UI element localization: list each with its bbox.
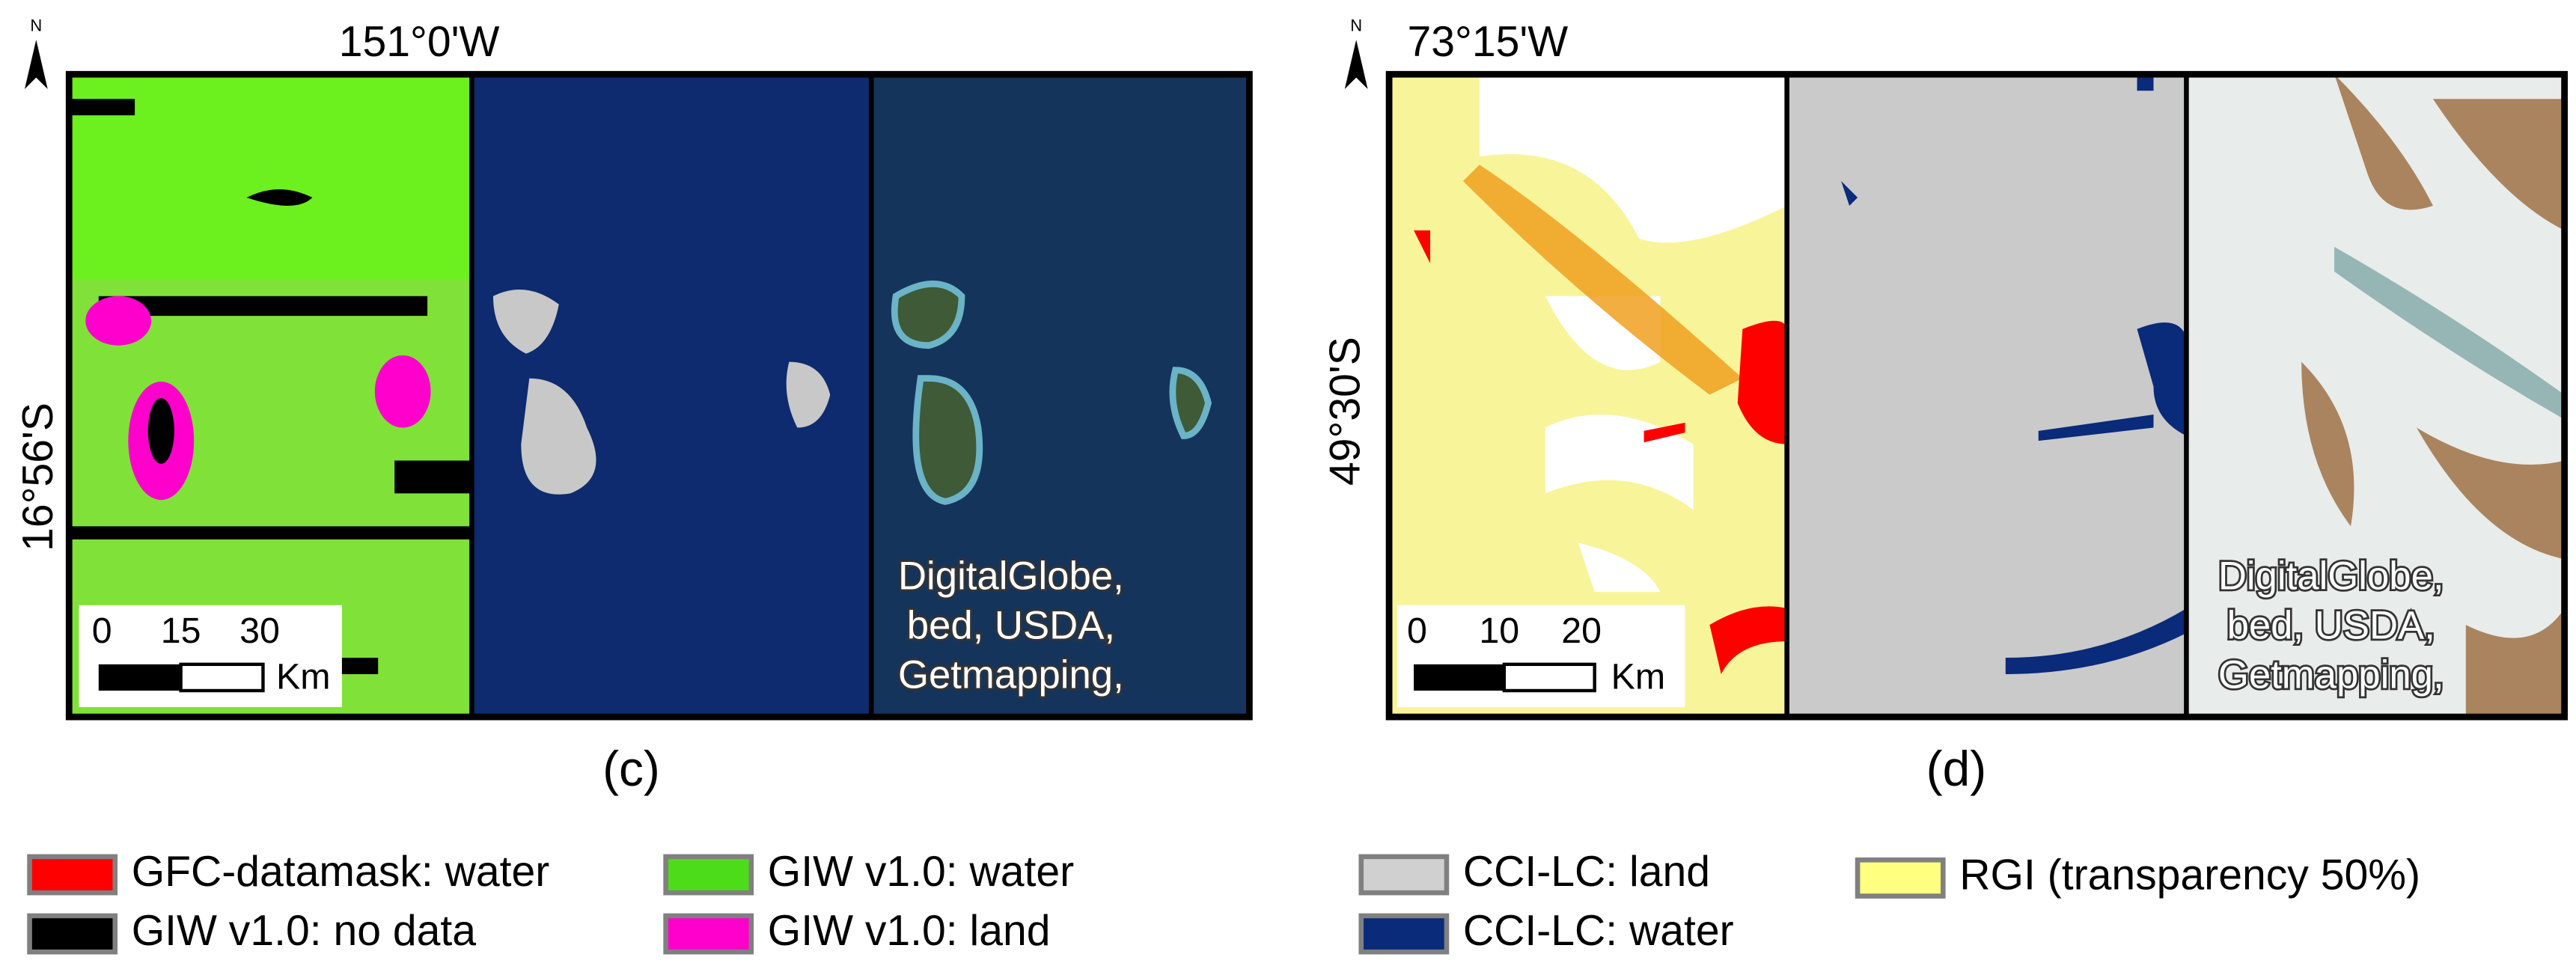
scale-tick: 20 [1561,611,1602,651]
panel-label: (c) [602,741,660,796]
legend-label: RGI (transparency 50%) [1959,851,2420,899]
legend-swatch [1358,913,1450,955]
attribution: bed, USDA, [2227,603,2435,647]
north-arrow [1344,40,1368,90]
legend-swatch [1855,857,1946,899]
legend-swatch [663,913,754,955]
attribution: Getmapping, [2218,652,2444,697]
longitude-label: 151°0'W [339,18,500,66]
panel-label: (d) [1926,741,1987,796]
scale-bar-white [179,662,265,693]
scale-unit: Km [276,656,330,697]
scale-bar-white [1502,662,1596,693]
legend-label: CCI-LC: water [1463,907,1734,955]
attribution: bed, USDA, [907,603,1115,647]
legend-label: CCI-LC: land [1463,848,1710,896]
legend-label: GIW v1.0: no data [132,907,477,955]
legend-swatch [1358,854,1450,896]
map-d [1385,70,2569,721]
attribution: DigitalGlobe, [2218,554,2444,599]
scale-bar-black [1414,664,1504,691]
scale-tick: 30 [239,611,280,651]
attribution: DigitalGlobe, [898,554,1124,599]
scale-tick: 0 [1407,611,1427,651]
north-letter: N [1350,16,1362,34]
scale-unit: Km [1611,656,1665,697]
scale-bar-black [98,664,181,691]
scale-tick: 0 [92,611,112,651]
legend-label: GIW v1.0: water [768,848,1074,896]
north-letter: N [30,16,42,34]
latitude-label: 49°30'S [1321,337,1369,486]
legend-label: GFC-datamask: water [132,848,550,896]
legend-swatch [27,854,118,896]
latitude-label: 16°56'S [14,403,62,551]
longitude-label: 73°15'W [1408,18,1569,66]
attribution: Getmapping, [898,652,1124,697]
scale-tick: 10 [1479,611,1519,651]
legend-label: GIW v1.0: land [768,907,1051,955]
scale-tick: 15 [161,611,201,651]
legend-swatch [27,913,118,955]
legend-swatch [663,854,754,896]
map-c [65,70,1253,721]
north-arrow [24,40,48,90]
